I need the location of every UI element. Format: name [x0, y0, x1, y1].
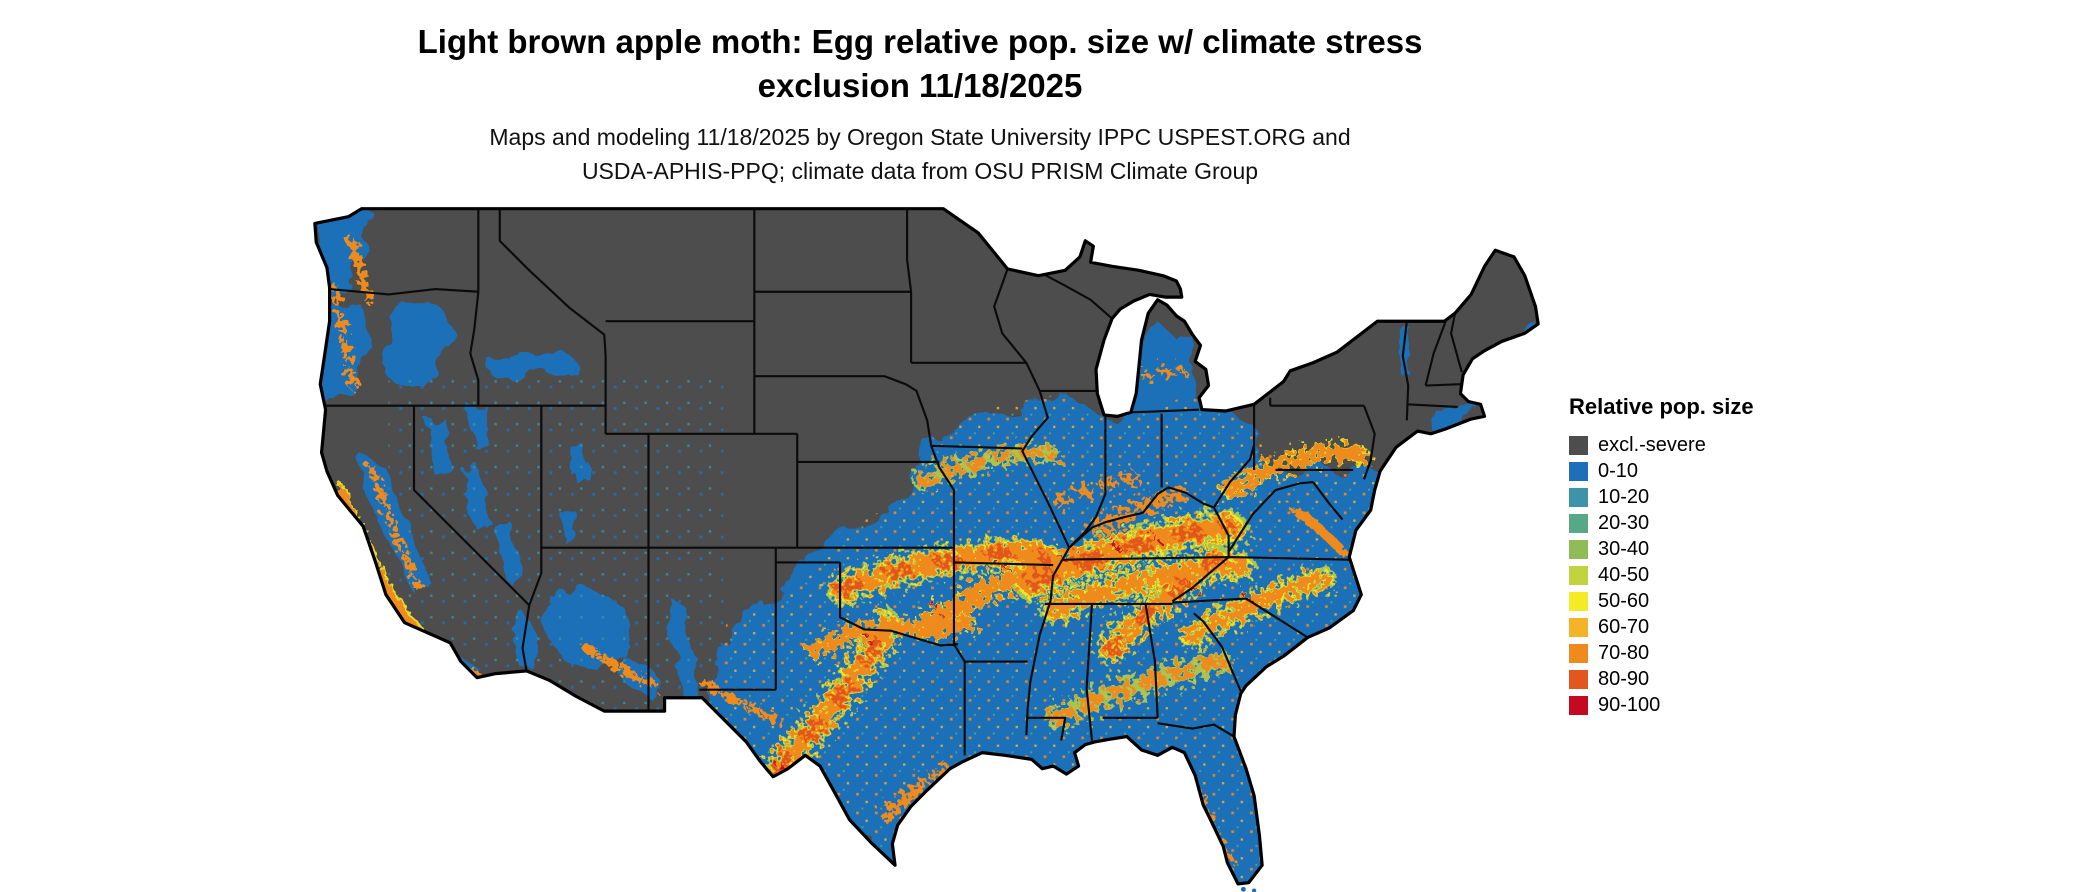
legend-item-label: 40-50: [1598, 564, 1650, 586]
us-map: [308, 206, 1541, 892]
subtitle-line-2: USDA-APHIS-PPQ; climate data from OSU PR…: [581, 158, 1259, 184]
everglades-excluded-patch: [1173, 853, 1209, 884]
legend-item-label: 20-30: [1598, 512, 1650, 534]
stress-bands: [335, 241, 1361, 865]
legend-item: 60-70: [1569, 614, 1849, 640]
legend-item-label: 60-70: [1598, 616, 1650, 638]
title-line-1: Light brown apple moth: Egg relative pop…: [417, 23, 1423, 60]
legend-swatch: [1569, 435, 1588, 455]
legend-title: Relative pop. size: [1569, 394, 1754, 419]
legend-swatch: [1569, 591, 1588, 611]
legend-item: excl.-severe: [1569, 432, 1849, 458]
legend-item: 40-50: [1569, 562, 1849, 588]
map-attribution: Maps and modeling 11/18/2025 by Oregon S…: [0, 120, 1840, 188]
legend-item-label: 30-40: [1598, 538, 1650, 560]
legend-item: 0-10: [1569, 458, 1849, 484]
us-map-svg: [313, 207, 1540, 892]
legend-item: 30-40: [1569, 536, 1849, 562]
state-borders: [325, 208, 1463, 756]
legend: Relative pop. size excl.-severe 0-10 10-20…: [1569, 394, 1849, 718]
page-title: Light brown apple moth: Egg relative pop…: [0, 20, 1840, 108]
legend-item: 70-80: [1569, 640, 1849, 666]
legend-swatch: [1569, 539, 1588, 559]
legend-item-label: 70-80: [1598, 642, 1650, 664]
subtitle-line-1: Maps and modeling 11/18/2025 by Oregon S…: [489, 124, 1351, 150]
raster-layers: [314, 208, 1539, 884]
legend-swatch: [1569, 487, 1588, 507]
legend-item: 80-90: [1569, 666, 1849, 692]
legend-item-label: 0-10: [1598, 460, 1639, 482]
legend-swatch: [1569, 513, 1588, 533]
legend-item-label: 50-60: [1598, 590, 1650, 612]
sparse-blue-speckle: [388, 366, 724, 716]
legend-swatch: [1569, 643, 1588, 663]
legend-item-label: 80-90: [1598, 668, 1650, 690]
legend-item-label: excl.-severe: [1598, 434, 1706, 456]
legend-item: 10-20: [1569, 484, 1849, 510]
legend-item-label: 90-100: [1598, 694, 1661, 716]
legend-swatch: [1569, 617, 1588, 637]
florida-keys: [1240, 886, 1257, 892]
legend-item-label: 10-20: [1598, 486, 1650, 508]
legend-swatch: [1569, 565, 1588, 585]
legend-item: 20-30: [1569, 510, 1849, 536]
legend-swatch: [1569, 669, 1588, 689]
legend-items: excl.-severe 0-10 10-20 20-30 30-40 40-50 50-6…: [1569, 432, 1849, 718]
us-outline: [313, 207, 1540, 886]
legend-item: 90-100: [1569, 692, 1849, 718]
legend-item: 50-60: [1569, 588, 1849, 614]
title-line-2: exclusion 11/18/2025: [757, 67, 1083, 104]
legend-swatch: [1569, 461, 1588, 481]
legend-swatch: [1569, 695, 1588, 715]
